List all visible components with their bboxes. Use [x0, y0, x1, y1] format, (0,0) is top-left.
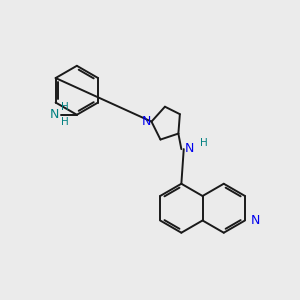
Text: N: N [141, 115, 151, 128]
Text: N: N [185, 142, 194, 155]
Text: N: N [50, 108, 59, 121]
Text: H: H [61, 117, 68, 127]
Text: H: H [61, 102, 68, 112]
Text: N: N [250, 214, 260, 227]
Text: H: H [200, 137, 208, 148]
